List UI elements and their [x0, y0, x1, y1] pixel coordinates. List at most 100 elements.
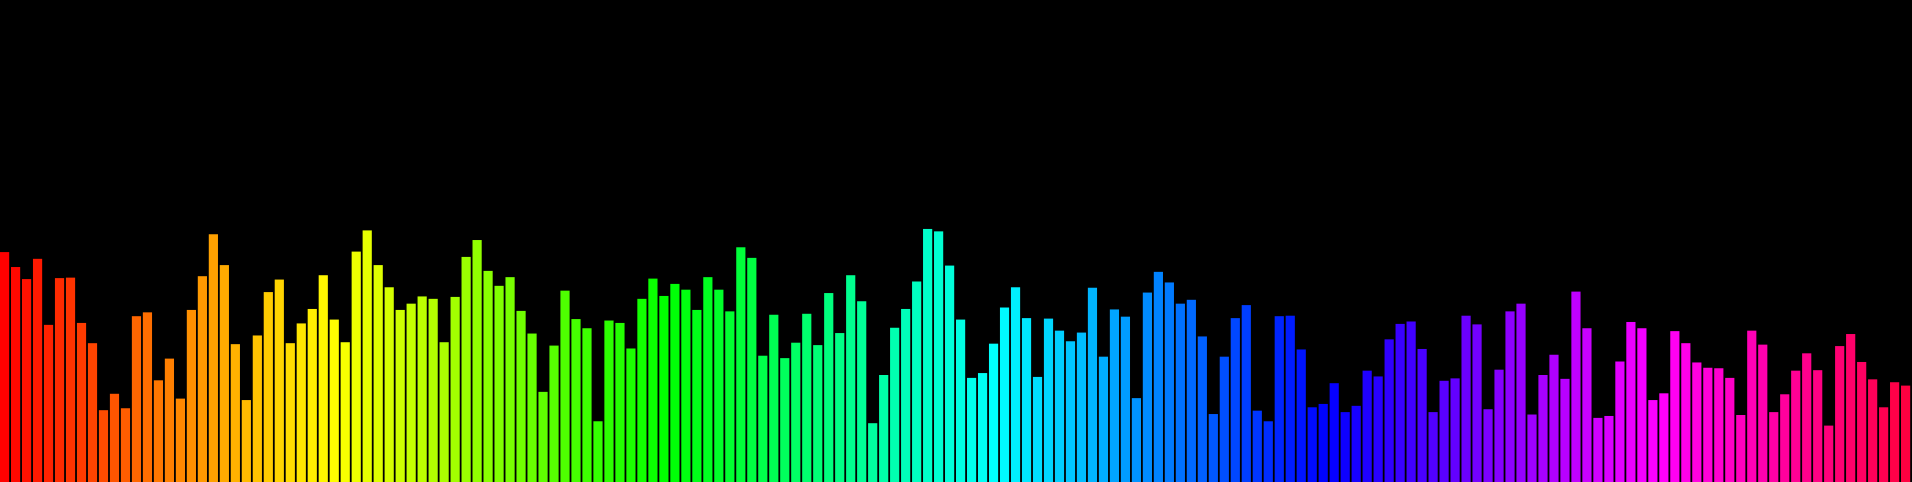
spectrum-bar	[1120, 316, 1131, 482]
spectrum-bar	[1857, 361, 1867, 482]
spectrum-bar	[813, 345, 823, 482]
spectrum-bar	[714, 289, 724, 482]
spectrum-bar	[966, 377, 977, 482]
spectrum-bar	[164, 358, 175, 482]
spectrum-bar	[1043, 318, 1054, 482]
spectrum-bar	[901, 308, 911, 482]
spectrum-bar	[120, 408, 131, 482]
spectrum-bar	[1098, 356, 1109, 482]
spectrum-bar	[1758, 344, 1768, 482]
spectrum-bar	[692, 309, 702, 482]
spectrum-bar	[1461, 315, 1471, 482]
spectrum-bar	[1186, 299, 1196, 482]
spectrum-bar	[703, 277, 713, 482]
spectrum-bar	[1538, 375, 1548, 482]
spectrum-bar	[10, 267, 21, 482]
spectrum-bar	[43, 324, 54, 482]
spectrum-bar	[1571, 291, 1581, 482]
spectrum-bar	[1340, 412, 1350, 482]
spectrum-bar	[1230, 318, 1240, 482]
spectrum-bar	[406, 303, 416, 482]
spectrum-bar	[670, 283, 680, 482]
spectrum-bar	[230, 344, 240, 482]
spectrum-bar	[1890, 382, 1900, 482]
spectrum-bar	[912, 281, 922, 482]
spectrum-bar	[648, 278, 658, 482]
spectrum-bar	[307, 308, 317, 482]
spectrum-bar	[87, 343, 98, 482]
spectrum-bar	[1384, 339, 1394, 482]
spectrum-bar	[1208, 414, 1218, 482]
spectrum-bar	[977, 373, 988, 482]
spectrum-bar	[1263, 421, 1273, 482]
spectrum-bar	[1824, 425, 1834, 482]
spectrum-bar	[1670, 331, 1680, 482]
spectrum-bar	[1274, 316, 1284, 482]
spectrum-bar	[241, 400, 251, 482]
spectrum-bar	[868, 423, 878, 482]
spectrum-bar	[659, 295, 669, 482]
spectrum-bar	[362, 230, 372, 482]
spectrum-bar	[219, 265, 229, 482]
spectrum-bar	[1780, 394, 1790, 482]
spectrum-bar	[890, 327, 900, 482]
spectrum-bar	[956, 319, 966, 482]
spectrum-bar	[373, 265, 383, 482]
spectrum-bar	[1131, 398, 1142, 482]
spectrum-bar	[505, 277, 515, 482]
spectrum-bar	[1582, 328, 1592, 482]
spectrum-bar	[1659, 393, 1669, 482]
spectrum-bar	[615, 322, 625, 482]
spectrum-bar	[1417, 348, 1427, 482]
spectrum-bar	[593, 421, 603, 482]
spectrum-bar	[945, 265, 955, 482]
spectrum-bar	[285, 343, 295, 482]
spectrum-bar	[1736, 415, 1746, 482]
spectrum-bar	[1879, 407, 1889, 482]
spectrum-bar	[1868, 379, 1878, 482]
spectrum-bar	[626, 348, 636, 482]
spectrum-bar	[0, 252, 10, 482]
spectrum-bar	[571, 319, 581, 482]
spectrum-bar	[208, 234, 218, 482]
spectrum-bar	[1450, 378, 1460, 482]
spectrum-bar	[483, 270, 493, 482]
spectrum-bar	[1494, 369, 1504, 482]
spectrum-bar	[758, 355, 768, 482]
spectrum-bar	[1791, 370, 1801, 482]
spectrum-bar	[450, 296, 460, 482]
spectrum-bar	[1351, 405, 1361, 482]
spectrum-bar	[1703, 367, 1713, 482]
spectrum-bar	[1681, 343, 1691, 482]
spectrum-bar	[1307, 407, 1317, 482]
spectrum-bar	[1516, 303, 1526, 482]
spectrum-bar	[461, 256, 471, 482]
spectrum-bar	[846, 275, 856, 482]
spectrum-bar	[835, 333, 845, 482]
spectrum-bar	[824, 293, 834, 482]
spectrum-bar	[802, 313, 812, 482]
spectrum-bar	[1296, 349, 1306, 482]
spectrum-bar	[538, 391, 548, 482]
spectrum-bar	[747, 257, 757, 482]
spectrum-bar	[1032, 376, 1043, 482]
spectrum-bar	[1714, 368, 1724, 482]
spectrum-bar	[1439, 380, 1449, 482]
spectrum-bar	[153, 380, 164, 482]
spectrum-bar	[1846, 334, 1856, 482]
spectrum-bar	[1076, 332, 1087, 482]
spectrum-bar	[604, 320, 614, 482]
spectrum-bar	[1472, 324, 1482, 482]
spectrum-bar	[1835, 346, 1845, 482]
spectrum-bar	[76, 322, 87, 482]
spectrum-bar	[1692, 362, 1702, 482]
spectrum-bar	[1648, 400, 1658, 482]
spectrum-bar	[340, 342, 350, 482]
spectrum-bar	[252, 335, 262, 482]
spectrum-bar	[1901, 385, 1911, 482]
spectrum-bar	[1725, 377, 1735, 482]
spectrum-bar	[1813, 370, 1823, 482]
spectrum-bar	[54, 278, 65, 482]
spectrum-bar	[1560, 378, 1570, 482]
